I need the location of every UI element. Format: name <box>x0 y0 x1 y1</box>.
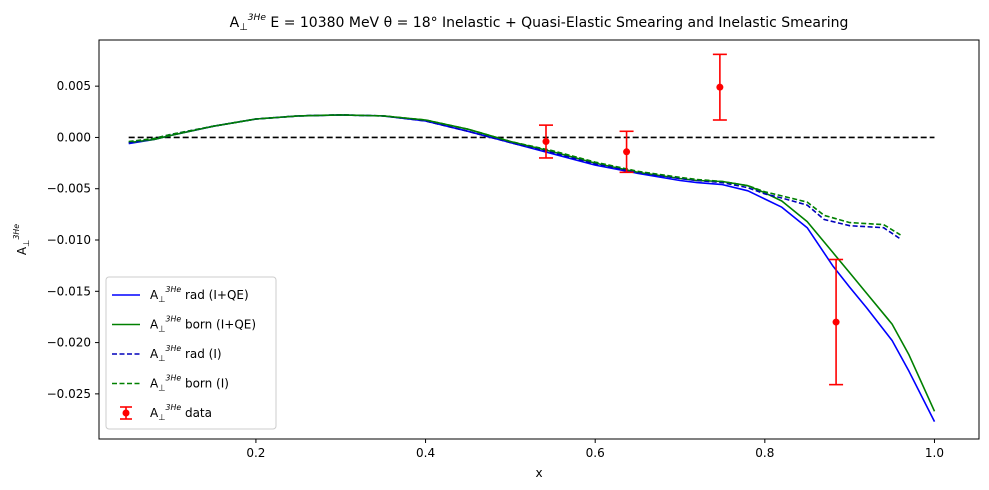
x-tick-label: 1.0 <box>925 446 944 460</box>
axes: 0.2 0.4 0.6 0.8 1.0 0.005 0.000 −0.005 −0.010 −0.… <box>12 39 980 480</box>
legend-label-born_i: A⊥3He born (I) <box>150 374 229 393</box>
legend-entry-born_iqe: A⊥3He born (I+QE) <box>112 315 256 334</box>
legend-entry-born_i: A⊥3He born (I) <box>112 374 229 393</box>
x-tick-label: 0.4 <box>416 446 435 460</box>
data-point-4 <box>829 258 844 386</box>
data-point-1 <box>538 124 553 159</box>
legend-label-data: A⊥3He data <box>150 403 212 422</box>
y-tick-label: −0.005 <box>47 182 91 196</box>
legend-label-rad_i: A⊥3He rad (I) <box>150 344 222 363</box>
legend-entry-rad_iqe: A⊥3He rad (I+QE) <box>112 285 249 304</box>
data-marker <box>542 138 550 146</box>
y-tick-label: −0.025 <box>47 387 91 401</box>
legend-entry-data: A⊥3He data <box>120 403 212 422</box>
y-tick-label: 0.000 <box>57 130 91 144</box>
data-marker <box>716 83 724 91</box>
plot-area <box>128 53 936 422</box>
data-marker <box>832 318 840 326</box>
y-tick-label: 0.005 <box>57 79 91 93</box>
legend-entry-rad_i: A⊥3He rad (I) <box>112 344 222 363</box>
data-point-3 <box>712 53 727 121</box>
chart-title-text: A⊥3He E = 10380 MeV θ = 18° Inelastic + … <box>230 13 849 33</box>
chart-title: A⊥3He E = 10380 MeV θ = 18° Inelastic + … <box>230 13 849 33</box>
legend-label-rad_iqe: A⊥3He rad (I+QE) <box>150 285 249 304</box>
legend-label-born_iqe: A⊥3He born (I+QE) <box>150 315 256 334</box>
x-tick-label: 0.6 <box>586 446 605 460</box>
y-tick-label: −0.015 <box>47 284 91 298</box>
y-axis-label: A⊥3He <box>12 224 31 255</box>
y-tick-label: −0.020 <box>47 336 91 350</box>
x-tick-label: 0.8 <box>755 446 774 460</box>
axes-frame <box>98 39 980 440</box>
legend-marker <box>122 409 130 417</box>
x-axis-label: x <box>535 466 542 480</box>
legend-box <box>105 276 277 430</box>
data-point-2 <box>619 130 634 174</box>
data-marker <box>623 148 631 156</box>
x-tick-label: 0.2 <box>246 446 265 460</box>
y-tick-label: −0.010 <box>47 233 91 247</box>
series-line-born_i <box>128 114 901 236</box>
legend: A⊥3He rad (I+QE) A⊥3He born (I+QE) A⊥3He r… <box>105 276 277 430</box>
